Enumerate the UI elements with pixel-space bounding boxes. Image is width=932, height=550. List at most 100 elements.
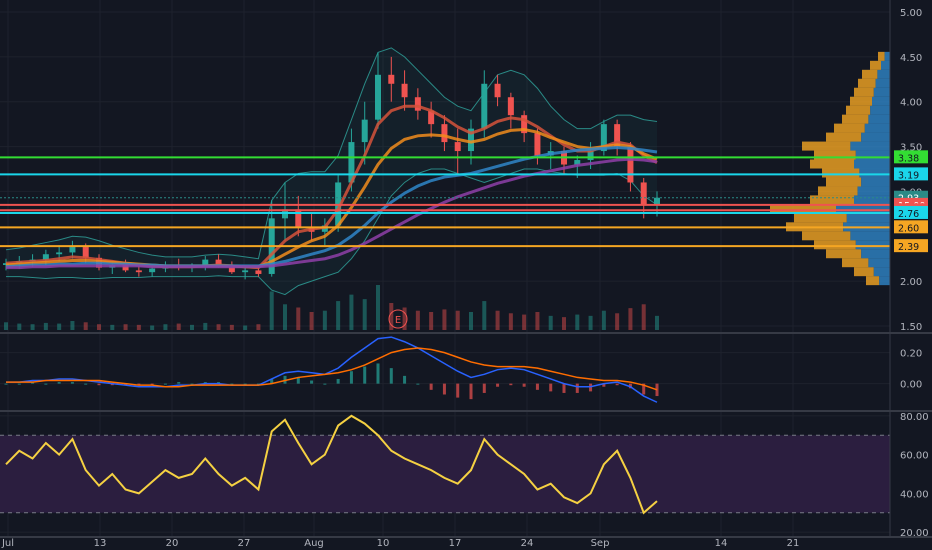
macd-histogram-bar xyxy=(256,383,260,385)
macd-histogram-bar xyxy=(203,382,207,384)
candle-body[interactable] xyxy=(375,74,381,120)
volume-bar xyxy=(110,324,115,330)
candle-body[interactable] xyxy=(521,115,528,134)
macd-histogram-bar xyxy=(509,383,513,386)
bollinger-fill xyxy=(6,47,657,295)
candle-body[interactable] xyxy=(202,259,209,267)
candle-body[interactable] xyxy=(215,259,222,265)
macd-histogram-bar xyxy=(4,383,8,385)
candle-body[interactable] xyxy=(428,110,435,125)
macd-histogram-bar xyxy=(230,383,234,385)
volume-bar xyxy=(4,322,8,330)
rsi-band-fill xyxy=(0,435,890,513)
earnings-marker[interactable]: E xyxy=(388,309,408,329)
macd-histogram-bar xyxy=(469,383,473,400)
candle-body[interactable] xyxy=(534,133,541,156)
candle-body[interactable] xyxy=(441,124,448,143)
volume-bar xyxy=(150,325,155,330)
time-tick-label: Aug xyxy=(304,538,324,549)
candle-body[interactable] xyxy=(42,254,49,260)
time-tick-label: Sep xyxy=(591,538,610,549)
macd-tick-label: 0.00 xyxy=(900,380,922,391)
candle-body[interactable] xyxy=(82,247,89,258)
candle-body[interactable] xyxy=(454,142,461,152)
macd-histogram-bar xyxy=(177,382,181,384)
volume-profile-bar xyxy=(854,267,874,277)
candle-body[interactable] xyxy=(600,124,607,152)
volume-bar xyxy=(309,312,314,330)
time-tick-label: 21 xyxy=(787,538,800,549)
volume-profile-bar xyxy=(861,132,890,142)
candle-body[interactable] xyxy=(468,128,474,152)
price-level-tag[interactable] xyxy=(894,150,928,164)
price-axis[interactable]: 5.004.504.003.503.002.001.500.200.0080.0… xyxy=(894,8,929,539)
candle-body[interactable] xyxy=(481,83,488,129)
price-level-tag-label: 3.38 xyxy=(898,153,919,164)
macd-histogram-bar xyxy=(44,383,48,385)
horizontal-levels[interactable] xyxy=(0,156,890,248)
earnings-marker-circle[interactable] xyxy=(388,309,408,329)
volume-bar xyxy=(322,310,327,330)
macd-histogram-bar xyxy=(323,383,327,385)
volume-profile-bar xyxy=(858,78,876,88)
candle-body[interactable] xyxy=(414,97,421,111)
volume-profile-bar xyxy=(854,195,890,205)
time-tick-label: 27 xyxy=(238,538,251,549)
volume-bar xyxy=(283,304,287,330)
volume-bar xyxy=(469,312,473,330)
macd-histogram-bar xyxy=(190,383,194,385)
volume-profile-bar xyxy=(854,87,874,97)
candle-body[interactable] xyxy=(401,83,408,98)
volume-profile-bar xyxy=(878,51,885,61)
volume-profile-bar xyxy=(873,87,890,97)
volume-bar xyxy=(123,324,128,330)
candle-body[interactable] xyxy=(361,119,368,143)
volume-profile-bar xyxy=(870,60,881,70)
ma-purple-line xyxy=(6,157,658,270)
volume-profile-bar xyxy=(855,150,890,160)
candle-body[interactable] xyxy=(507,97,514,116)
candle-body[interactable] xyxy=(228,264,235,273)
candle-body[interactable] xyxy=(56,252,63,255)
price-level-tag-label: 2.39 xyxy=(898,242,919,253)
candle-body[interactable] xyxy=(242,270,249,273)
candle-body[interactable] xyxy=(587,151,594,161)
volume-bar xyxy=(57,323,62,330)
price-level-tag[interactable] xyxy=(894,239,928,253)
candle-body[interactable] xyxy=(69,247,76,253)
macd-histogram-bar xyxy=(97,383,101,386)
macd-histogram-bar xyxy=(217,382,221,384)
volume-profile-bar xyxy=(814,150,856,160)
volume-bar xyxy=(229,324,234,330)
candle-body[interactable] xyxy=(640,182,647,205)
rsi-tick-label: 60.00 xyxy=(900,451,929,462)
candle-body[interactable] xyxy=(255,270,262,274)
volume-profile-bar xyxy=(870,105,890,115)
volume-bar xyxy=(522,314,527,330)
time-tick-label: 13 xyxy=(94,538,107,549)
candle-body[interactable] xyxy=(494,83,501,98)
pane-separators[interactable] xyxy=(0,0,932,538)
candle-body[interactable] xyxy=(348,142,355,183)
price-level-tag[interactable] xyxy=(894,220,928,234)
macd-histogram-bar xyxy=(535,383,539,390)
volume-profile-bar xyxy=(802,141,851,151)
volume-bar xyxy=(83,322,88,330)
volume-bar xyxy=(163,324,168,330)
price-level-tag[interactable] xyxy=(894,167,928,181)
volume-bar xyxy=(402,307,407,330)
price-tick-label: 4.50 xyxy=(900,53,922,64)
candle-body[interactable] xyxy=(388,74,395,84)
candle-body[interactable] xyxy=(135,270,142,273)
candle-body[interactable] xyxy=(122,264,129,271)
time-axis[interactable]: Jul 13 20 27 Aug 10 17 24 Sep 14 21 xyxy=(1,538,799,549)
candle-body[interactable] xyxy=(614,124,621,147)
price-level-tag[interactable] xyxy=(894,205,928,219)
candle-body[interactable] xyxy=(654,197,660,205)
volume-bar xyxy=(203,322,208,330)
candle-body[interactable] xyxy=(149,268,156,273)
candle-body[interactable] xyxy=(574,160,581,165)
candle-body[interactable] xyxy=(627,146,634,183)
candle-body[interactable] xyxy=(295,209,302,228)
